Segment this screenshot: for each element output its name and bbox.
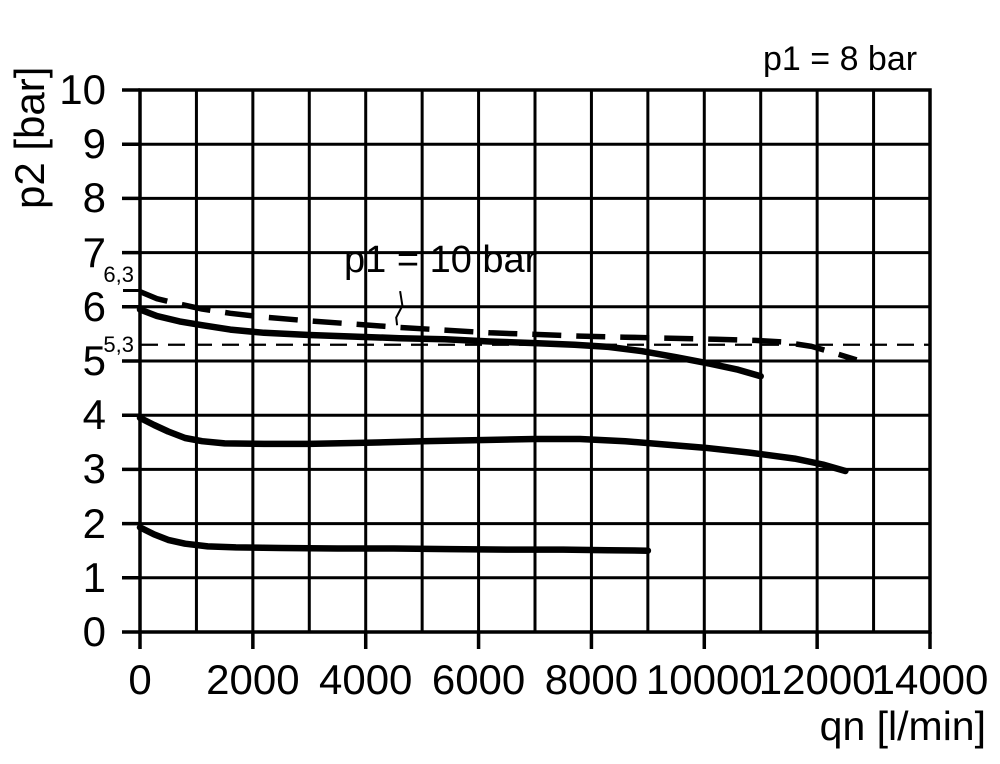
y-tick-label-9: 9 (82, 120, 106, 168)
y-extra-mark-5,3: 5,3 (103, 331, 134, 357)
y-tick-label-5: 5 (82, 337, 106, 384)
x-tick-label-4000: 4000 (318, 656, 413, 703)
x-tick-label-10000: 10000 (645, 656, 763, 703)
x-tick-label-0: 0 (128, 656, 152, 703)
y-tick-label-7: 7 (82, 228, 106, 276)
x-tick-label-14000: 14000 (871, 656, 989, 703)
y-tick-label-2: 2 (82, 499, 106, 547)
y-tick-label-10: 10 (59, 66, 106, 113)
y-tick-label-3: 3 (82, 445, 106, 493)
x-tick-label-2000: 2000 (206, 656, 300, 703)
p1-8bar-upper-curve (136, 306, 764, 380)
condition-label-p1-8bar: p1 = 8 bar (763, 40, 918, 78)
y-tick-label-0: 0 (82, 608, 106, 655)
x-tick-label-12000: 12000 (758, 656, 876, 703)
annotation-label-p1-10bar: p1 = 10 bar (344, 239, 538, 281)
annotation-leader-line (395, 290, 404, 326)
x-axis-title: qn [l/min] (819, 703, 986, 749)
y-tick-label-1: 1 (82, 553, 106, 601)
x-tick-label-6000: 6000 (431, 656, 526, 703)
p1-10bar-dashed-curve (138, 289, 858, 363)
y-tick-label-6: 6 (82, 282, 106, 330)
y-tick-label-8: 8 (82, 174, 106, 222)
p1-8bar-lower-curve (136, 524, 652, 554)
y-extra-mark-6,3: 6,3 (103, 261, 134, 287)
x-tick-label-8000: 8000 (544, 656, 639, 703)
y-tick-label-4: 4 (82, 391, 106, 439)
p1-8bar-middle-curve (136, 414, 849, 475)
